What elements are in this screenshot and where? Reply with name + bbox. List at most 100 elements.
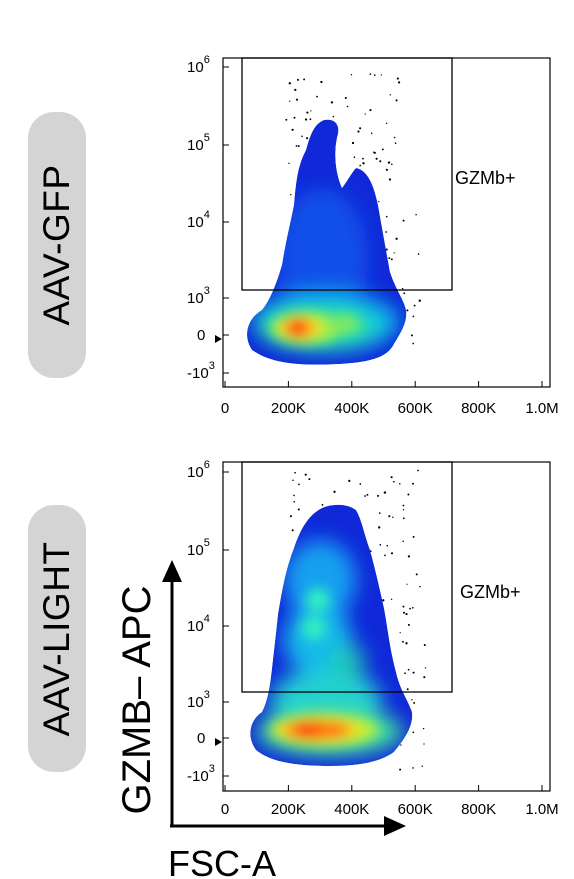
event-dot (413, 304, 416, 307)
event-dot (411, 606, 414, 609)
event-dot (415, 214, 417, 216)
event-dot (412, 671, 415, 674)
event-dot (385, 231, 387, 233)
y-tick-exponent: 4 (204, 613, 210, 625)
event-dot (369, 73, 372, 75)
density-blob (276, 188, 368, 328)
event-dot (332, 115, 335, 118)
event-dot (385, 248, 388, 251)
event-dot (362, 157, 364, 160)
event-dot (409, 607, 411, 610)
x-ticks-light: 0 200K 400K 600K 800K 1.0M (221, 785, 559, 818)
event-dot (289, 515, 292, 518)
event-dot (412, 315, 415, 318)
event-dot (419, 585, 421, 588)
event-dot (288, 82, 291, 85)
event-dot (378, 512, 381, 514)
y-tick-exponent: 3 (204, 689, 210, 701)
event-dot (388, 515, 391, 518)
event-dot (297, 145, 300, 148)
y-tick-exponent: 3 (204, 285, 210, 297)
event-dot (303, 78, 306, 81)
event-dot (357, 130, 360, 133)
sample-pill-light: AAV-LIGHT (28, 505, 86, 772)
event-dot (375, 157, 378, 160)
event-dot (402, 611, 406, 614)
y-tick-label: 103 (187, 689, 210, 711)
event-dot (320, 80, 323, 84)
event-dot (389, 94, 392, 96)
y-tick-exponent: 5 (204, 132, 210, 144)
event-dot (390, 476, 393, 479)
event-dot (402, 219, 405, 222)
y-tick-label: -103 (187, 763, 215, 785)
x-ticks-gfp: 0 200K 400K 600K 800K 1.0M (221, 381, 559, 417)
event-dot (417, 469, 419, 472)
gate-gfp (241, 57, 453, 291)
event-dot (359, 164, 362, 167)
event-dot (401, 287, 404, 290)
event-dot (366, 493, 369, 496)
x-tick-label: 800K (461, 400, 496, 417)
y-tick-label: 106 (187, 459, 210, 481)
event-dot (423, 643, 426, 647)
event-dot (399, 483, 401, 485)
event-dot (333, 490, 336, 493)
event-dot (412, 731, 415, 734)
y-tick-exponent: 4 (204, 209, 210, 221)
event-dot (422, 727, 425, 730)
x-tick-label: 800K (461, 801, 496, 818)
event-dot (411, 699, 413, 701)
event-dot (350, 74, 353, 76)
event-dot (344, 96, 347, 100)
x-tick-label: 0 (221, 801, 229, 818)
y-axis-title: GZMB– APC (115, 586, 159, 815)
event-dot (369, 109, 372, 112)
y-tick-label: 104 (187, 209, 210, 231)
event-dot (412, 342, 415, 345)
event-dot (309, 118, 312, 121)
y-tick-exponent: 5 (204, 537, 210, 549)
event-dot (404, 672, 406, 675)
event-dot (351, 141, 355, 145)
event-dot (395, 237, 398, 240)
event-dot (364, 113, 366, 115)
event-dot (293, 501, 296, 503)
event-dot (405, 613, 408, 616)
event-dot (402, 540, 404, 543)
event-dot (410, 334, 413, 337)
y-tick-label: 104 (187, 613, 210, 635)
event-dot (306, 137, 309, 140)
event-dot (379, 160, 382, 163)
event-dot (412, 535, 415, 538)
event-dot (386, 544, 389, 547)
density-blob (296, 724, 316, 736)
event-dot (423, 743, 425, 745)
event-dot (384, 554, 386, 557)
event-dot (370, 132, 373, 134)
event-dot (392, 516, 394, 519)
event-dot (378, 200, 380, 203)
event-dot (378, 526, 381, 529)
event-dot (392, 480, 395, 483)
event-dot (400, 744, 402, 746)
x-axis-title: FSC-A (168, 843, 276, 879)
event-dot (330, 101, 334, 104)
event-dot (397, 81, 401, 84)
event-dot (391, 163, 393, 166)
x-tick-label: 200K (271, 801, 306, 818)
sample-pill-gfp: AAV-GFP (28, 112, 86, 378)
event-dot (413, 701, 416, 704)
event-dot (405, 642, 408, 645)
event-dot (402, 640, 404, 643)
event-dot (406, 688, 409, 691)
event-dot (291, 529, 294, 532)
event-dot (382, 599, 385, 602)
y-tick-label: 0 (197, 730, 205, 747)
event-dot (399, 768, 402, 771)
event-dot (379, 543, 382, 546)
event-dot (296, 78, 300, 81)
event-dot (423, 676, 426, 679)
event-dot (385, 168, 388, 171)
event-dot (415, 573, 418, 576)
